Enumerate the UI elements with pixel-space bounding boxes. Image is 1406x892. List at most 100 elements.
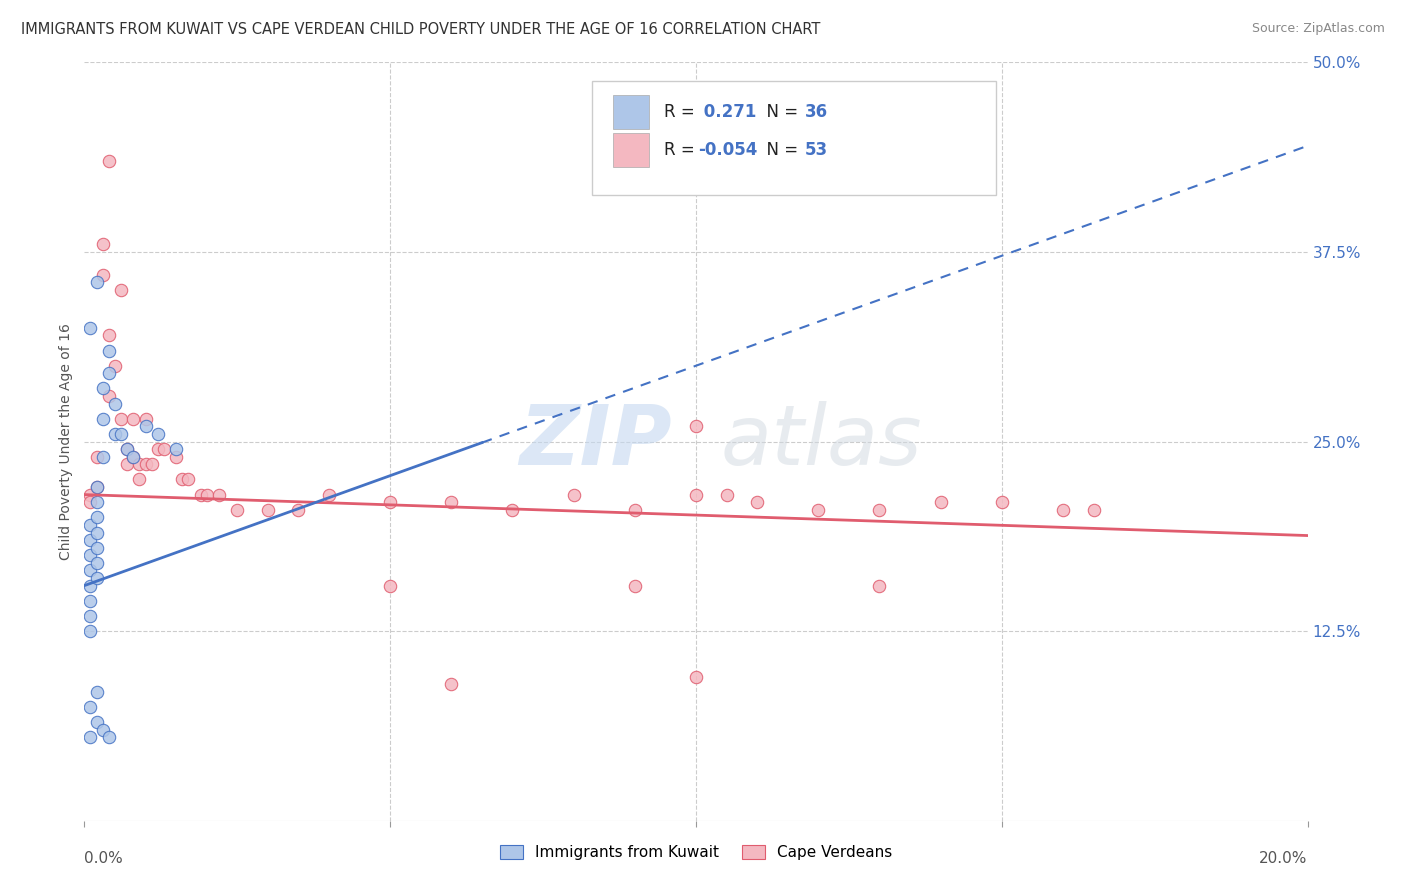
Point [86,571,108,585]
Point [86,480,108,494]
Point [86,556,108,570]
Point [79,495,101,509]
Point [110,283,132,297]
Text: 36: 36 [804,103,828,120]
Text: atlas: atlas [720,401,922,482]
Point [97,730,120,744]
Point [79,579,101,593]
Point [115,458,138,472]
Point [318,487,340,501]
Point [97,343,120,358]
Point [440,677,463,691]
Point [91,412,114,426]
Point [91,382,114,396]
Text: Source: ZipAtlas.com: Source: ZipAtlas.com [1251,22,1385,36]
Point [440,495,463,509]
Point [122,450,145,464]
Point [1052,503,1074,517]
Point [1083,503,1105,517]
Point [86,495,108,509]
FancyBboxPatch shape [592,81,995,195]
Text: ZIP: ZIP [519,401,672,482]
Point [177,473,200,487]
Point [146,442,169,457]
Point [86,685,108,699]
Point [86,275,108,289]
Point [624,579,647,593]
Point [97,389,120,403]
Text: N =: N = [756,103,803,120]
Point [141,458,163,472]
Point [115,442,138,457]
Point [79,624,101,639]
Point [195,487,218,501]
Point [257,503,280,517]
Point [685,487,707,501]
Point [110,412,132,426]
Point [128,458,150,472]
Point [869,503,891,517]
Point [79,533,101,548]
Point [79,608,101,623]
Y-axis label: Child Poverty Under the Age of 16: Child Poverty Under the Age of 16 [59,323,73,560]
Point [502,503,524,517]
Text: -0.054: -0.054 [699,141,758,159]
Text: 53: 53 [804,141,828,159]
Point [91,237,114,252]
Text: 20.0%: 20.0% [1260,851,1308,866]
Point [135,412,157,426]
Point [79,594,101,608]
Point [190,487,212,501]
Point [122,450,145,464]
Point [716,487,738,501]
Text: IMMIGRANTS FROM KUWAIT VS CAPE VERDEAN CHILD POVERTY UNDER THE AGE OF 16 CORRELA: IMMIGRANTS FROM KUWAIT VS CAPE VERDEAN C… [21,22,821,37]
Point [79,730,101,744]
Point [208,487,231,501]
Text: R =: R = [664,103,700,120]
Point [104,427,127,442]
Point [91,723,114,737]
Point [165,442,187,457]
Point [79,487,101,501]
Legend: Immigrants from Kuwait, Cape Verdeans: Immigrants from Kuwait, Cape Verdeans [494,838,898,866]
Point [172,473,194,487]
Point [685,669,707,683]
Point [86,525,108,540]
Point [135,419,157,434]
Point [869,579,891,593]
Point [79,517,101,532]
Text: 0.271: 0.271 [699,103,756,120]
Point [153,442,176,457]
Point [79,564,101,578]
Point [685,419,707,434]
Point [86,480,108,494]
Point [122,412,145,426]
Point [929,495,952,509]
Text: 0.0%: 0.0% [84,851,124,866]
Point [79,320,101,334]
Point [128,473,150,487]
Point [97,328,120,343]
Point [79,699,101,714]
Point [226,503,249,517]
Point [115,442,138,457]
Point [991,495,1014,509]
Point [86,541,108,555]
Point [165,450,187,464]
Point [110,427,132,442]
Point [91,450,114,464]
Point [86,715,108,730]
Point [807,503,830,517]
Point [104,396,127,410]
Text: N =: N = [756,141,803,159]
Point [624,503,647,517]
Point [562,487,585,501]
Point [86,510,108,524]
Point [97,366,120,380]
Point [146,427,169,442]
FancyBboxPatch shape [613,95,650,128]
Point [287,503,309,517]
Point [86,450,108,464]
Point [91,268,114,282]
Point [747,495,769,509]
